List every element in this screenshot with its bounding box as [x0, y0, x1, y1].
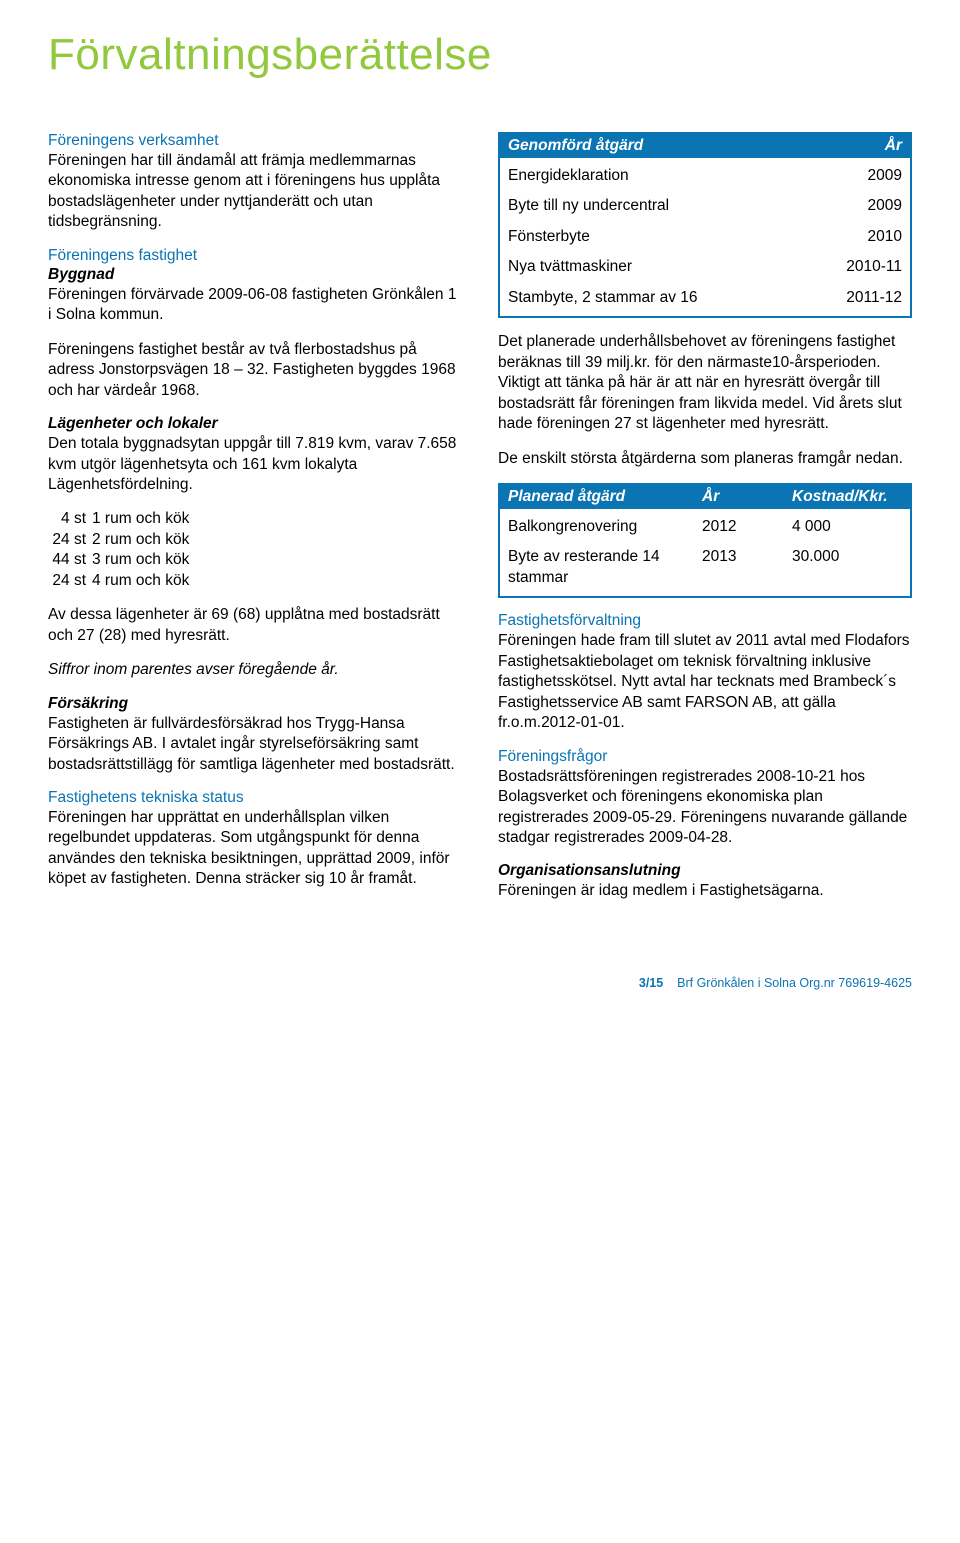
lokaler-p1: Den totala byggnadsytan uppgår till 7.81…	[48, 434, 462, 495]
section-teknisk-head: Fastighetens tekniska status	[48, 789, 462, 807]
th-action: Genomförd åtgärd	[508, 137, 842, 155]
td-year: 2010	[842, 227, 902, 247]
page-title: Förvaltningsberättelse	[48, 30, 912, 80]
td-year: 2013	[702, 547, 792, 588]
room-label: 2 rum och kök	[92, 530, 462, 550]
td-action: Stambyte, 2 stammar av 16	[508, 288, 842, 308]
td-action: Nya tvättmaskiner	[508, 257, 842, 277]
td-year: 2011-12	[842, 288, 902, 308]
table-plan-body: Balkongrenovering 2012 4 000 Byte av res…	[500, 509, 910, 596]
plan-para: Det planerade underhållsbehovet av fören…	[498, 332, 912, 434]
two-column-layout: Föreningens verksamhet Föreningen har ti…	[48, 132, 912, 916]
table-row: Balkongrenovering 2012 4 000	[508, 517, 902, 537]
room-row: 4 st 1 rum och kök	[48, 509, 462, 529]
table-row: Energideklaration 2009	[508, 166, 902, 186]
table-row: Stambyte, 2 stammar av 16 2011-12	[508, 288, 902, 308]
room-qty: 24 st	[48, 530, 92, 550]
td-year: 2009	[842, 166, 902, 186]
table-done-head: Genomförd åtgärd År	[500, 134, 910, 158]
foreningsfragor-body: Bostadsrättsföreningen registrerades 200…	[498, 767, 912, 849]
table-row: Byte av resterande 14 stammar 2013 30.00…	[508, 547, 902, 588]
table-row: Nya tvättmaskiner 2010-11	[508, 257, 902, 277]
forvaltning-body: Föreningen hade fram till slutet av 2011…	[498, 631, 912, 733]
room-qty: 24 st	[48, 571, 92, 591]
room-row: 24 st 2 rum och kök	[48, 530, 462, 550]
subhead-org: Organisationsanslutning	[498, 862, 912, 880]
byggnad-p1: Föreningen förvärvade 2009-06-08 fastigh…	[48, 285, 462, 326]
td-cost: 4 000	[792, 517, 902, 537]
td-action: Energideklaration	[508, 166, 842, 186]
th-cost: Kostnad/Kkr.	[792, 488, 902, 506]
subhead-byggnad: Byggnad	[48, 266, 462, 284]
table-plan-head: Planerad åtgärd År Kostnad/Kkr.	[500, 485, 910, 509]
table-plan: Planerad åtgärd År Kostnad/Kkr. Balkongr…	[498, 483, 912, 598]
td-year: 2010-11	[842, 257, 902, 277]
th-year: År	[702, 488, 792, 506]
left-column: Föreningens verksamhet Föreningen har ti…	[48, 132, 462, 916]
teknisk-body: Föreningen har upprättat en underhållspl…	[48, 808, 462, 890]
section-foreningsfragor-head: Föreningsfrågor	[498, 748, 912, 766]
table-done: Genomförd åtgärd År Energideklaration 20…	[498, 132, 912, 318]
section-verksamhet-head: Föreningens verksamhet	[48, 132, 462, 150]
table-done-body: Energideklaration 2009 Byte till ny unde…	[500, 158, 910, 316]
table-row: Byte till ny undercentral 2009	[508, 196, 902, 216]
section-fastighet-head: Föreningens fastighet	[48, 247, 462, 265]
room-row: 24 st 4 rum och kök	[48, 571, 462, 591]
td-year: 2009	[842, 196, 902, 216]
footer-org: Brf Grönkålen i Solna Org.nr 769619-4625	[677, 976, 912, 990]
plan-para2: De enskilt största åtgärderna som planer…	[498, 449, 912, 469]
th-year: År	[842, 137, 902, 155]
right-column: Genomförd åtgärd År Energideklaration 20…	[498, 132, 912, 916]
page-footer: 3/15 Brf Grönkålen i Solna Org.nr 769619…	[48, 976, 912, 990]
td-action: Byte till ny undercentral	[508, 196, 842, 216]
td-year: 2012	[702, 517, 792, 537]
room-label: 1 rum och kök	[92, 509, 462, 529]
room-list: 4 st 1 rum och kök 24 st 2 rum och kök 4…	[48, 509, 462, 591]
section-forvaltning-head: Fastighetsförvaltning	[498, 612, 912, 630]
subhead-lokaler: Lägenheter och lokaler	[48, 415, 462, 433]
td-action: Balkongrenovering	[508, 517, 702, 537]
td-cost: 30.000	[792, 547, 902, 588]
room-row: 44 st 3 rum och kök	[48, 550, 462, 570]
room-label: 4 rum och kök	[92, 571, 462, 591]
room-label: 3 rum och kök	[92, 550, 462, 570]
org-body: Föreningen är idag medlem i Fastighetsäg…	[498, 881, 912, 901]
room-qty: 44 st	[48, 550, 92, 570]
room-qty: 4 st	[48, 509, 92, 529]
upplatna-text: Av dessa lägenheter är 69 (68) upplåtna …	[48, 605, 462, 646]
subhead-forsakring: Försäkring	[48, 695, 462, 713]
th-action: Planerad åtgärd	[508, 488, 702, 506]
siffror-note: Siffror inom parentes avser föregående å…	[48, 660, 462, 680]
td-action: Fönsterbyte	[508, 227, 842, 247]
forsakring-body: Fastigheten är fullvärdesförsäkrad hos T…	[48, 714, 462, 775]
table-row: Fönsterbyte 2010	[508, 227, 902, 247]
section-verksamhet-body: Föreningen har till ändamål att främja m…	[48, 151, 462, 233]
byggnad-p2: Föreningens fastighet består av två fler…	[48, 340, 462, 401]
td-action: Byte av resterande 14 stammar	[508, 547, 702, 588]
page-number: 3/15	[639, 976, 663, 990]
